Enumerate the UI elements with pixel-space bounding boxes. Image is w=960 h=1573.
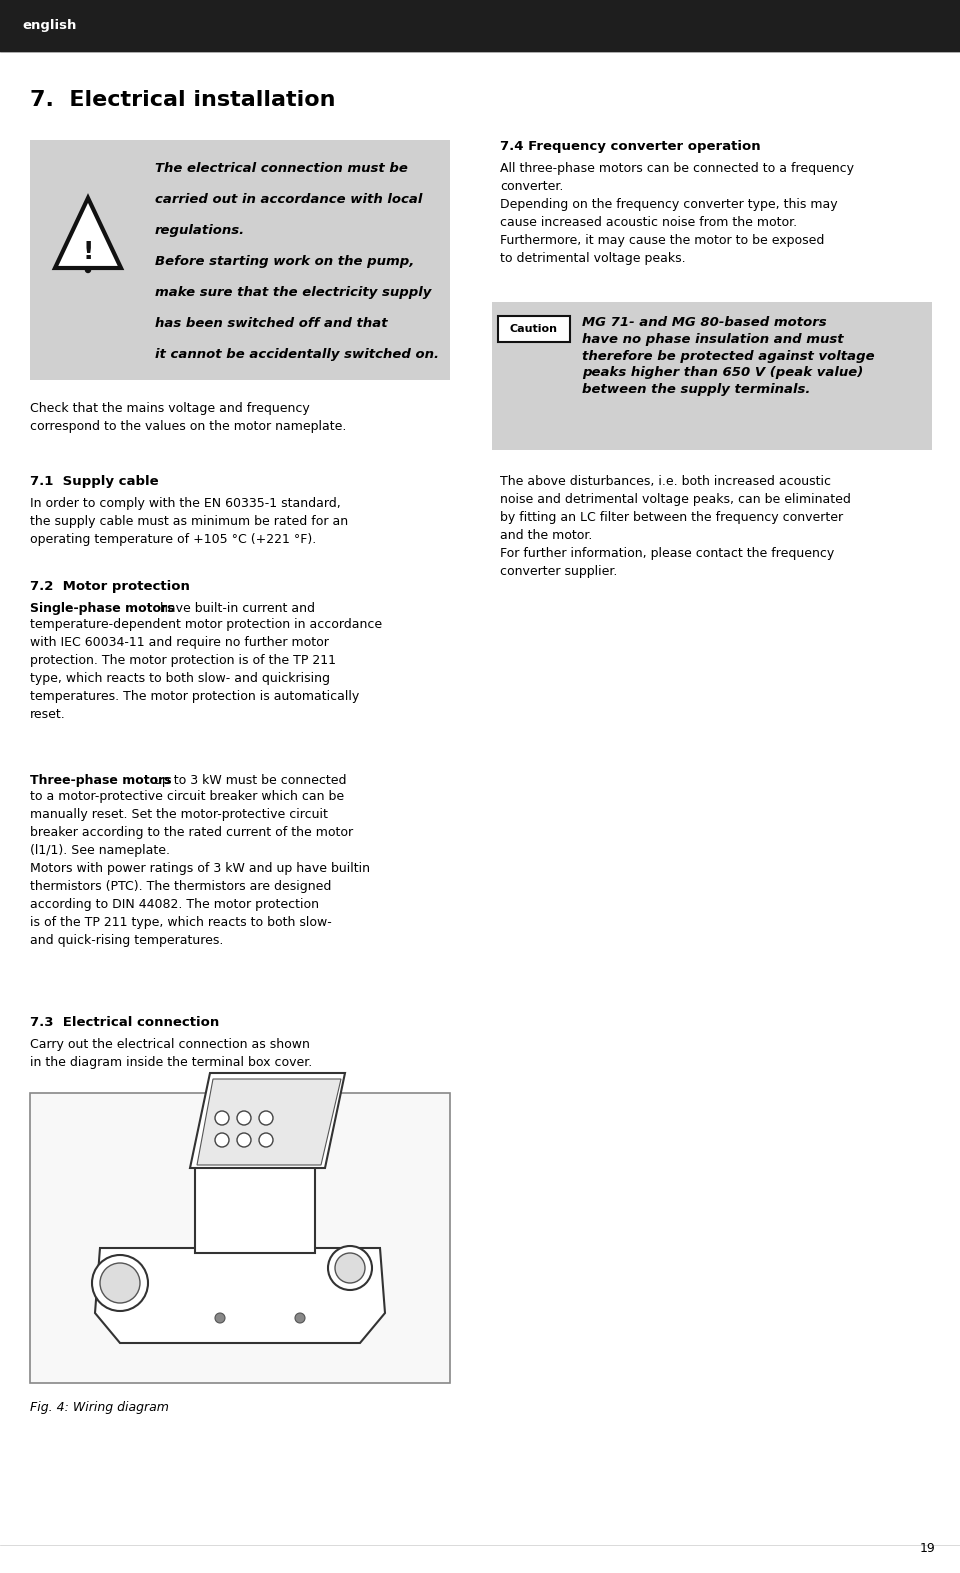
FancyBboxPatch shape [498, 316, 570, 341]
Text: Fig. 4: Wiring diagram: Fig. 4: Wiring diagram [30, 1402, 169, 1414]
FancyBboxPatch shape [30, 1093, 450, 1383]
Text: Check that the mains voltage and frequency
correspond to the values on the motor: Check that the mains voltage and frequen… [30, 403, 347, 433]
Polygon shape [197, 1079, 341, 1166]
Circle shape [259, 1111, 273, 1125]
Polygon shape [95, 1247, 385, 1343]
Text: regulations.: regulations. [155, 223, 245, 238]
Text: Carry out the electrical connection as shown
in the diagram inside the terminal : Carry out the electrical connection as s… [30, 1038, 312, 1070]
Text: Three-phase motors: Three-phase motors [30, 774, 172, 786]
Text: Before starting work on the pump,: Before starting work on the pump, [155, 255, 415, 267]
Text: 7.  Electrical installation: 7. Electrical installation [30, 90, 335, 110]
Circle shape [215, 1313, 225, 1323]
Circle shape [85, 267, 90, 272]
Circle shape [237, 1133, 251, 1147]
Text: Single-phase motors: Single-phase motors [30, 602, 175, 615]
Text: english: english [22, 19, 77, 33]
Text: it cannot be accidentally switched on.: it cannot be accidentally switched on. [155, 348, 439, 360]
Text: 7.3  Electrical connection: 7.3 Electrical connection [30, 1016, 219, 1029]
Text: 7.1  Supply cable: 7.1 Supply cable [30, 475, 158, 488]
Text: make sure that the electricity supply: make sure that the electricity supply [155, 286, 431, 299]
Text: In order to comply with the EN 60335-1 standard,
the supply cable must as minimu: In order to comply with the EN 60335-1 s… [30, 497, 348, 546]
Circle shape [215, 1111, 229, 1125]
Text: carried out in accordance with local: carried out in accordance with local [155, 193, 422, 206]
Text: !: ! [83, 241, 94, 264]
Circle shape [328, 1246, 372, 1290]
Circle shape [295, 1313, 305, 1323]
FancyBboxPatch shape [30, 140, 450, 381]
Circle shape [100, 1263, 140, 1302]
Text: The electrical connection must be: The electrical connection must be [155, 162, 408, 175]
Text: temperature-dependent motor protection in accordance
with IEC 60034-11 and requi: temperature-dependent motor protection i… [30, 618, 382, 720]
Text: 19: 19 [920, 1542, 935, 1556]
FancyBboxPatch shape [0, 0, 960, 52]
Text: MG 71- and MG 80-based motors
have no phase insulation and must
therefore be pro: MG 71- and MG 80-based motors have no ph… [582, 316, 875, 396]
Text: up to 3 kW must be connected: up to 3 kW must be connected [150, 774, 347, 786]
Circle shape [335, 1254, 365, 1284]
Text: 7.4 Frequency converter operation: 7.4 Frequency converter operation [500, 140, 760, 153]
Circle shape [259, 1133, 273, 1147]
Text: to a motor-protective circuit breaker which can be
manually reset. Set the motor: to a motor-protective circuit breaker wh… [30, 790, 370, 947]
Circle shape [237, 1111, 251, 1125]
Circle shape [215, 1133, 229, 1147]
Polygon shape [55, 198, 121, 267]
Circle shape [92, 1255, 148, 1310]
Text: 7.2  Motor protection: 7.2 Motor protection [30, 580, 190, 593]
FancyBboxPatch shape [195, 1162, 315, 1254]
Text: Caution: Caution [510, 324, 558, 333]
Text: The above disturbances, i.e. both increased acoustic
noise and detrimental volta: The above disturbances, i.e. both increa… [500, 475, 851, 577]
Polygon shape [190, 1073, 345, 1169]
Text: have built-in current and: have built-in current and [156, 602, 315, 615]
Text: has been switched off and that: has been switched off and that [155, 318, 388, 330]
FancyBboxPatch shape [492, 302, 932, 450]
Text: All three-phase motors can be connected to a frequency
converter.
Depending on t: All three-phase motors can be connected … [500, 162, 854, 264]
